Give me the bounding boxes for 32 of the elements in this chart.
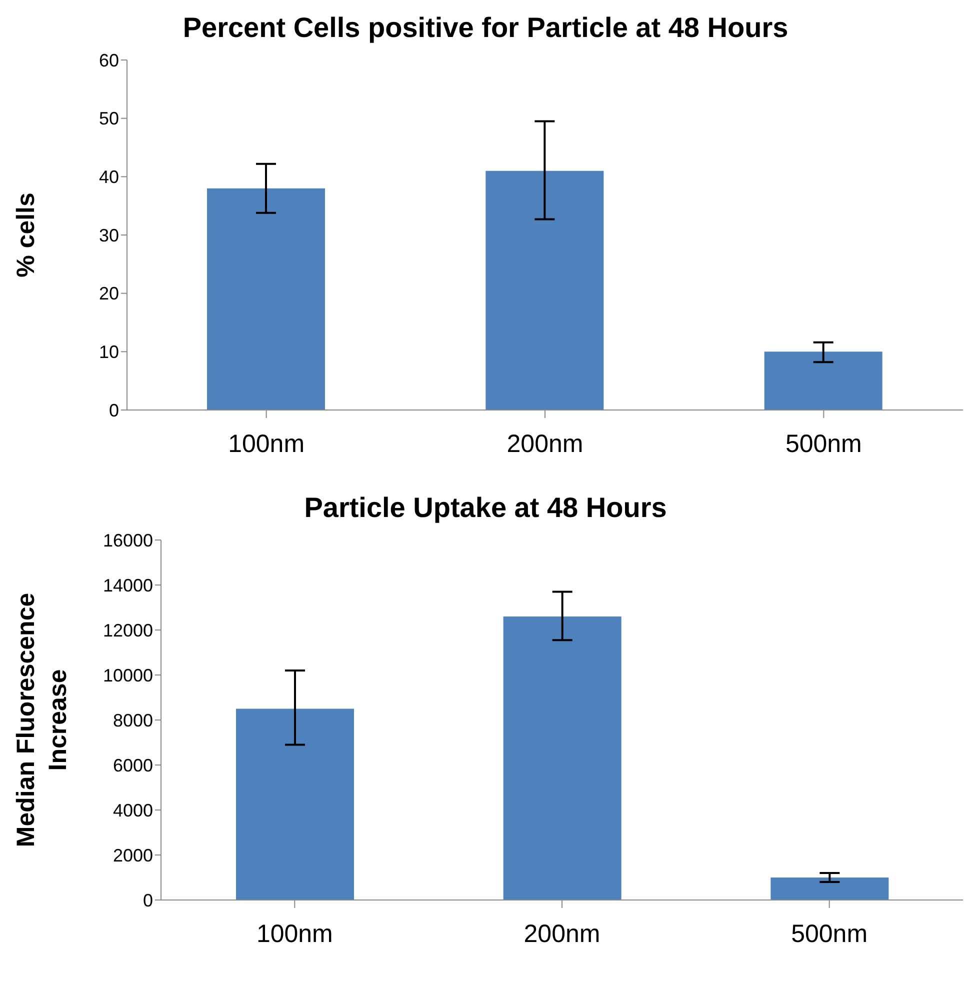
y-tick-label: 0 — [108, 400, 119, 420]
y-tick-label: 20 — [98, 284, 119, 304]
x-tick-label: 500nm — [791, 920, 868, 948]
y-tick-label: 60 — [98, 50, 119, 70]
y-tick-label: 16000 — [102, 530, 153, 550]
y-tick-label: 40 — [98, 167, 119, 188]
y-tick-label: 30 — [98, 225, 119, 246]
bar — [236, 708, 354, 900]
bar — [503, 616, 622, 900]
y-tick-label: 4000 — [112, 800, 153, 820]
chart-title: Percent Cells positive for Particle at 48 Hours — [182, 11, 790, 45]
x-tick-label: 100nm — [256, 920, 333, 948]
y-axis-title: % cells — [12, 192, 40, 278]
y-tick-label: 14000 — [102, 575, 153, 596]
x-tick-label: 100nm — [228, 430, 305, 458]
y-axis-title: Median Fluorescence Increase — [12, 592, 72, 848]
y-tick-label: 6000 — [112, 755, 153, 776]
bar — [486, 170, 604, 410]
y-tick-label: 8000 — [112, 710, 153, 730]
y-tick-label: 12000 — [102, 620, 153, 640]
x-tick-label: 200nm — [506, 430, 584, 458]
x-tick-label: 200nm — [524, 920, 600, 948]
chart-title: Particle Uptake at 48 Hours — [303, 491, 668, 525]
y-tick-label: 10 — [98, 342, 119, 362]
x-tick-label: 500nm — [785, 430, 862, 458]
y-tick-label: 10000 — [102, 665, 153, 686]
bar — [207, 188, 325, 410]
y-tick-label: 0 — [142, 890, 153, 910]
bar — [770, 878, 889, 900]
bar — [764, 352, 882, 410]
y-tick-label: 2000 — [112, 845, 153, 866]
y-tick-label: 50 — [98, 108, 119, 129]
